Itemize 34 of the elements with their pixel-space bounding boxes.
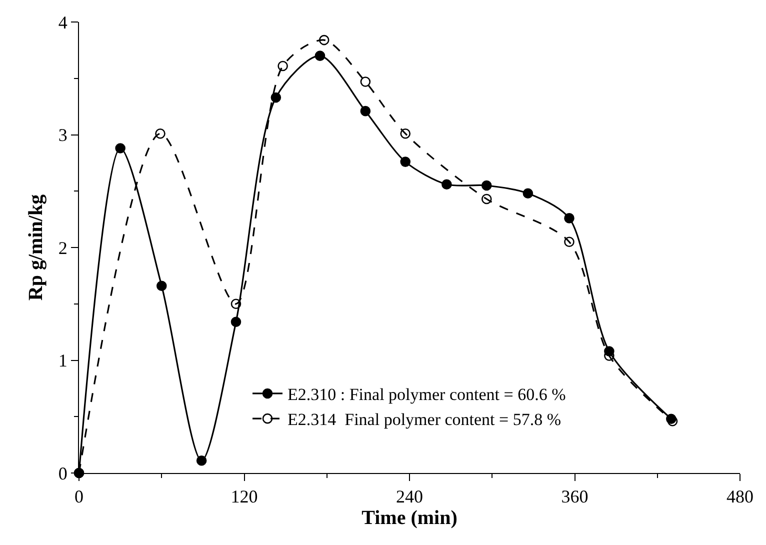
legend-label: E2.314 Final polymer content = 57.8 %: [288, 410, 562, 430]
y-tick-label: 0: [58, 463, 68, 484]
y-tick-label: 4: [58, 12, 68, 32]
y-axis-title: Rp g/min/kg: [24, 194, 47, 301]
point: [196, 455, 207, 466]
x-tick-label: 240: [396, 486, 423, 507]
y-tick-label: 1: [58, 350, 68, 371]
legend-label: E2.310 : Final polymer content = 60.6 %: [288, 385, 566, 404]
point: [230, 316, 242, 328]
point: [230, 298, 242, 310]
point: [360, 106, 371, 116]
point: [115, 143, 126, 154]
point: [481, 180, 492, 191]
point: [400, 128, 411, 139]
point: [156, 280, 167, 291]
x-tick-label: 120: [230, 486, 258, 507]
point: [360, 76, 371, 87]
x-axis-title: Time (min): [362, 507, 458, 530]
x-tick-label: 0: [74, 486, 84, 507]
point: [481, 194, 492, 204]
point: [318, 34, 330, 46]
point: [155, 128, 166, 139]
point: [278, 60, 288, 72]
point: [442, 179, 452, 190]
point: [564, 213, 574, 224]
point: [314, 50, 326, 61]
y-tick-label: 3: [58, 125, 68, 146]
point: [270, 92, 282, 103]
x-tick-label: 480: [726, 486, 754, 507]
x-tick-label: 360: [561, 486, 588, 507]
point: [400, 156, 411, 167]
point: [522, 188, 534, 199]
point: [564, 236, 574, 248]
y-tick-label: 2: [58, 238, 68, 258]
